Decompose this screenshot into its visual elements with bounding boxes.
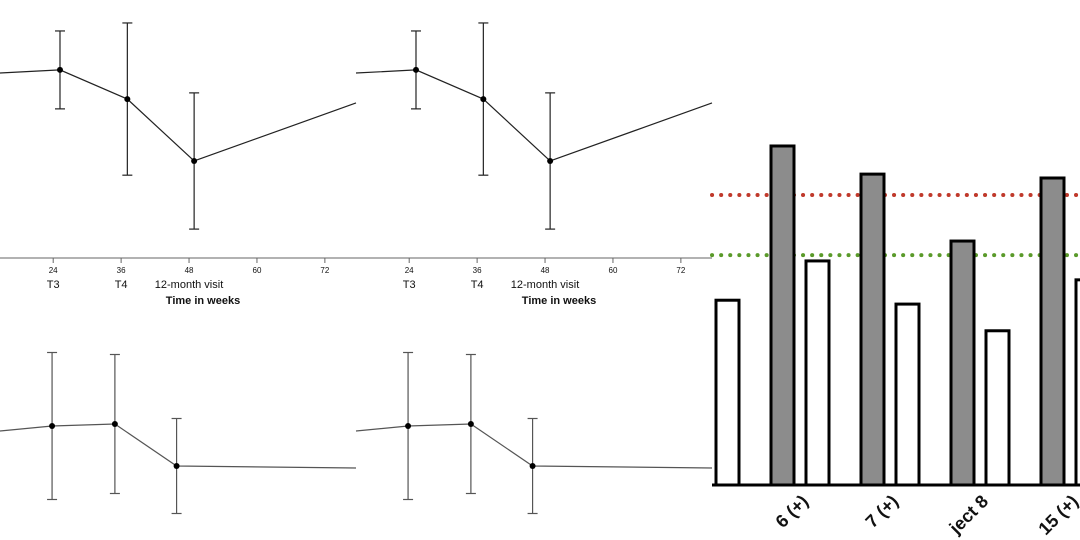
x-tick-label: 60 xyxy=(609,266,618,275)
x-tick-label: 48 xyxy=(185,266,194,275)
x-tick-label: ject 8 xyxy=(945,491,992,538)
visit-label: 12-month visit xyxy=(155,279,223,291)
x-tick-label: 24 xyxy=(405,266,414,275)
x-tick-label: 72 xyxy=(320,266,329,275)
bar xyxy=(1074,278,1080,487)
point xyxy=(529,463,536,469)
visit-label: T3 xyxy=(47,279,60,291)
x-tick-label: 72 xyxy=(676,266,685,275)
point xyxy=(49,423,56,429)
point xyxy=(173,463,180,469)
bar xyxy=(714,298,741,487)
visit-label: T4 xyxy=(471,279,484,291)
bar xyxy=(984,329,1011,487)
point xyxy=(412,66,419,73)
line xyxy=(355,423,713,469)
visit-label: T4 xyxy=(115,279,128,291)
bar xyxy=(949,239,976,487)
x-tick-label: 15 (+) xyxy=(1034,491,1080,539)
x-axis-title: Time in weeks xyxy=(522,295,596,307)
x-tick-label: 48 xyxy=(541,266,550,275)
x-tick-label: 60 xyxy=(253,266,262,275)
point xyxy=(111,421,118,427)
line xyxy=(355,69,713,162)
point xyxy=(467,421,474,427)
x-tick-label: 36 xyxy=(473,266,482,275)
point xyxy=(405,423,412,429)
point xyxy=(191,157,198,164)
bar xyxy=(769,144,796,487)
bar xyxy=(894,302,921,487)
x-tick-label: 36 xyxy=(117,266,126,275)
point xyxy=(124,96,131,103)
visit-label: T3 xyxy=(403,279,416,291)
line xyxy=(0,423,357,469)
point xyxy=(56,66,63,73)
line xyxy=(0,69,357,162)
x-tick-label: 6 (+) xyxy=(772,491,813,532)
x-tick-label: 7 (+) xyxy=(862,491,903,532)
point xyxy=(480,96,487,103)
bar xyxy=(859,172,886,487)
visit-label: 12-month visit xyxy=(511,279,579,291)
bar xyxy=(1039,176,1066,487)
bar xyxy=(804,259,831,487)
point xyxy=(547,157,554,164)
x-tick-label: 24 xyxy=(49,266,58,275)
x-axis-title: Time in weeks xyxy=(166,295,240,307)
